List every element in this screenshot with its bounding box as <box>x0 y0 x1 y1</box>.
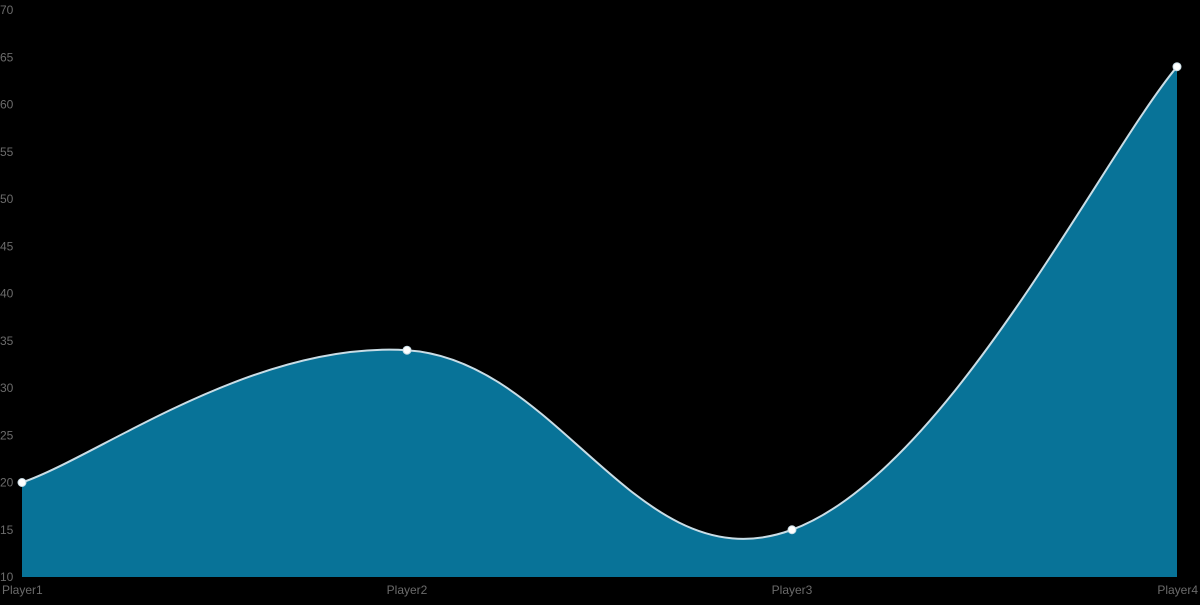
y-axis: 10 15 20 25 30 35 40 45 50 55 60 65 70 <box>0 3 14 584</box>
y-tick-label: 30 <box>0 381 14 395</box>
x-tick-label: Player3 <box>772 583 813 597</box>
series-area-fill <box>22 66 1177 577</box>
y-tick-label: 20 <box>0 476 14 490</box>
y-tick-label: 25 <box>0 428 14 442</box>
y-tick-label: 50 <box>0 192 14 206</box>
x-tick-label: Player1 <box>2 583 43 597</box>
data-point-player4[interactable] <box>1172 62 1182 72</box>
x-tick-label: Player2 <box>387 583 428 597</box>
y-tick-label: 70 <box>0 3 14 17</box>
plot-area <box>17 62 1182 577</box>
data-point-player3[interactable] <box>787 525 797 535</box>
y-tick-label: 60 <box>0 98 14 112</box>
y-tick-label: 45 <box>0 239 14 253</box>
y-tick-label: 10 <box>0 570 14 584</box>
data-point-player2[interactable] <box>402 345 412 355</box>
x-axis: Player1 Player2 Player3 Player4 <box>2 583 1198 597</box>
series-line <box>21 66 1178 540</box>
y-tick-label: 40 <box>0 287 14 301</box>
y-tick-label: 35 <box>0 334 14 348</box>
y-tick-label: 15 <box>0 523 14 537</box>
x-tick-label: Player4 <box>1157 583 1198 597</box>
y-tick-label: 65 <box>0 50 14 64</box>
data-point-player1[interactable] <box>17 478 27 487</box>
y-tick-label: 55 <box>0 145 14 159</box>
